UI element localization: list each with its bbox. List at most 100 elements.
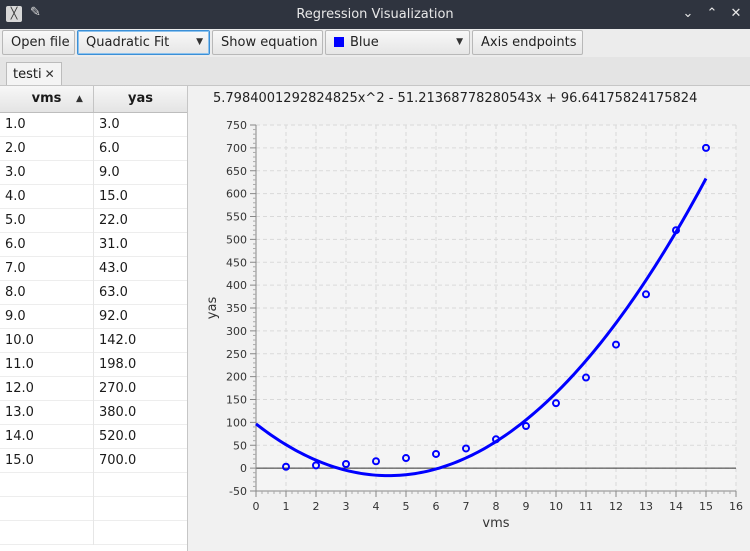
- open-file-button[interactable]: Open file: [2, 30, 75, 55]
- column-header-label: vms: [31, 91, 62, 106]
- y-tick-label: 100: [226, 416, 247, 429]
- regression-chart: 0 1 2 3 4 5 6 7 8 9 10 11 12 13 14 15 16-500501001502002…: [205, 119, 743, 531]
- cell-yas: 198.0: [99, 357, 137, 372]
- y-tick-label: 700: [226, 142, 247, 155]
- y-tick-label: 600: [226, 188, 247, 201]
- cell-vms: 12.0: [0, 377, 94, 401]
- window-title: Regression Visualization: [296, 7, 454, 22]
- cell-vms: 4.0: [0, 185, 94, 209]
- cell-vms: [0, 473, 94, 497]
- x-tick-label: 10: [549, 500, 563, 513]
- cell-vms: 14.0: [0, 425, 94, 449]
- data-table[interactable]: vms ▲ yas 1.0 3.0 2.0 6.0 3.0 9.0 4.0 15.0 5.0 22…: [0, 86, 188, 551]
- cell-yas: [94, 497, 187, 521]
- table-row[interactable]: 5.0 22.0: [0, 209, 187, 233]
- cell-yas: 270.0: [99, 381, 137, 396]
- data-point: [612, 340, 620, 349]
- table-row[interactable]: 13.0 380.0: [0, 401, 187, 425]
- data-point: [372, 457, 380, 466]
- column-header-vms[interactable]: vms ▲: [0, 86, 94, 112]
- x-tick-label: 14: [669, 500, 683, 513]
- cell-vms: 2.0: [0, 137, 94, 161]
- y-tick-label: 450: [226, 256, 247, 269]
- table-row[interactable]: 3.0 9.0: [0, 161, 187, 185]
- x-axis-label: vms: [482, 516, 509, 531]
- cell-yas: [94, 473, 187, 497]
- data-point: [702, 143, 710, 152]
- y-axis-label: yas: [205, 297, 220, 320]
- table-row[interactable]: 8.0 63.0: [0, 281, 187, 305]
- y-tick-label: 150: [226, 394, 247, 407]
- table-header: vms ▲ yas: [0, 86, 187, 113]
- y-tick-label: 750: [226, 119, 247, 132]
- axis-endpoints-button[interactable]: Axis endpoints: [472, 30, 583, 55]
- table-row[interactable]: 12.0 270.0: [0, 377, 187, 401]
- cell-vms: 10.0: [0, 329, 94, 353]
- x-tick-label: 16: [729, 500, 743, 513]
- x-tick-label: 15: [699, 500, 713, 513]
- x-tick-label: 5: [403, 500, 410, 513]
- show-equation-button[interactable]: Show equation: [212, 30, 323, 55]
- x-tick-label: 4: [373, 500, 380, 513]
- fit-type-dropdown[interactable]: Quadratic Fit ▼: [77, 30, 210, 55]
- data-point: [672, 226, 680, 235]
- column-header-yas[interactable]: yas: [128, 91, 153, 106]
- y-tick-label: 300: [226, 325, 247, 338]
- y-tick-label: 50: [233, 439, 247, 452]
- title-bar: ╳ ✎ Regression Visualization ⌄ ⌃ ✕: [0, 0, 750, 29]
- table-row[interactable]: 15.0 700.0: [0, 449, 187, 473]
- data-point: [402, 454, 410, 463]
- x-tick-label: 6: [433, 500, 440, 513]
- data-point: [312, 461, 320, 470]
- cell-yas: 380.0: [99, 405, 137, 420]
- table-row[interactable]: 6.0 31.0: [0, 233, 187, 257]
- cell-yas: 520.0: [99, 429, 137, 444]
- x-tick-label: 13: [639, 500, 653, 513]
- cell-vms: 6.0: [0, 233, 94, 257]
- tab-testi[interactable]: testi ✕: [6, 62, 62, 85]
- table-row[interactable]: 4.0 15.0: [0, 185, 187, 209]
- empty-table-row[interactable]: [0, 497, 187, 521]
- data-point: [492, 435, 500, 444]
- y-tick-label: 0: [240, 462, 247, 475]
- table-row[interactable]: 11.0 198.0: [0, 353, 187, 377]
- empty-table-row[interactable]: [0, 521, 187, 545]
- x-tick-label: 0: [253, 500, 260, 513]
- cell-vms: 11.0: [0, 353, 94, 377]
- minimize-icon[interactable]: ⌄: [682, 6, 694, 21]
- cell-vms: 13.0: [0, 401, 94, 425]
- table-row[interactable]: 2.0 6.0: [0, 137, 187, 161]
- table-row[interactable]: 7.0 43.0: [0, 257, 187, 281]
- cell-yas: 63.0: [99, 285, 128, 300]
- data-point: [282, 462, 290, 471]
- tab-label: testi: [13, 67, 42, 82]
- equation-label: 5.7984001292824825x^2 - 51.2136877828054…: [213, 91, 698, 106]
- close-tab-icon[interactable]: ✕: [44, 67, 55, 81]
- close-icon[interactable]: ✕: [730, 6, 742, 21]
- cell-yas: 9.0: [99, 165, 120, 180]
- cell-vms: [0, 521, 94, 545]
- y-tick-label: 400: [226, 279, 247, 292]
- fit-curve: [255, 177, 708, 478]
- cell-vms: 5.0: [0, 209, 94, 233]
- cell-yas: 43.0: [99, 261, 128, 276]
- table-row[interactable]: 10.0 142.0: [0, 329, 187, 353]
- table-row[interactable]: 9.0 92.0: [0, 305, 187, 329]
- maximize-icon[interactable]: ⌃: [706, 6, 718, 21]
- x-tick-label: 7: [463, 500, 470, 513]
- cell-yas: [94, 521, 187, 545]
- x-tick-label: 11: [579, 500, 593, 513]
- toolbar: Open file Quadratic Fit ▼ Show equation …: [0, 29, 750, 58]
- data-point: [342, 460, 350, 469]
- fit-type-value: Quadratic Fit: [86, 35, 170, 50]
- table-row[interactable]: 1.0 3.0: [0, 113, 187, 137]
- color-dropdown[interactable]: Blue ▼: [325, 30, 470, 55]
- empty-table-row[interactable]: [0, 473, 187, 497]
- y-tick-label: 650: [226, 165, 247, 178]
- cell-yas: 15.0: [99, 189, 128, 204]
- pin-icon[interactable]: ✎: [30, 5, 41, 20]
- sort-ascending-icon: ▲: [76, 94, 83, 104]
- table-row[interactable]: 14.0 520.0: [0, 425, 187, 449]
- cell-vms: 15.0: [0, 449, 94, 473]
- data-point: [642, 290, 650, 299]
